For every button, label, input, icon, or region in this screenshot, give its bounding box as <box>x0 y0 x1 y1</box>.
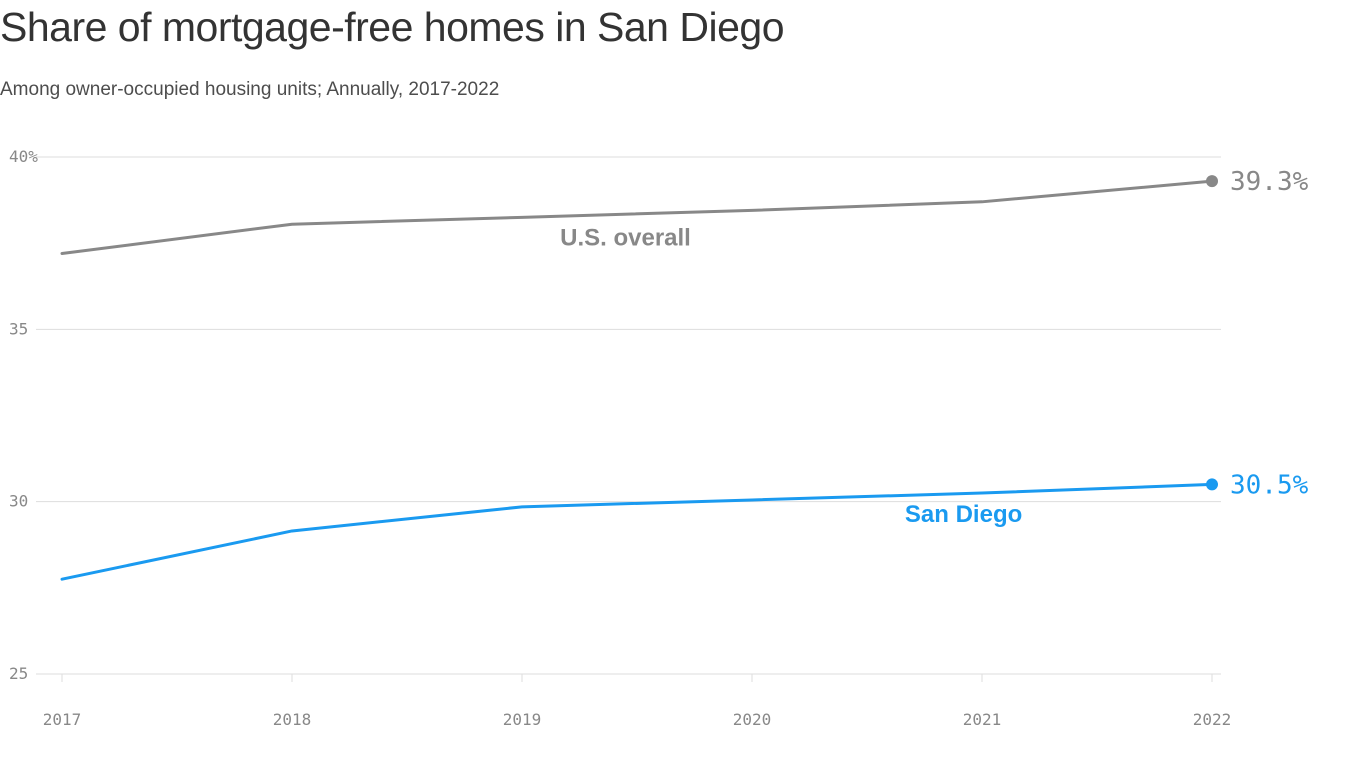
x-tick-label: 2021 <box>963 710 1002 729</box>
end-value-label-san-diego: 30.5% <box>1230 470 1309 500</box>
chart-subtitle: Among owner-occupied housing units; Annu… <box>0 79 500 100</box>
chart-title: Share of mortgage-free homes in San Dieg… <box>0 4 785 50</box>
endpoint-marker-san-diego <box>1206 478 1218 491</box>
grid-layer <box>36 156 1221 675</box>
x-tick-label: 2020 <box>733 710 772 729</box>
y-tick-label: 25 <box>9 664 28 683</box>
x-tick-label: 2017 <box>43 710 82 729</box>
x-tick-label: 2022 <box>1193 710 1232 729</box>
series-line-san-diego <box>60 482 1214 581</box>
y-tick-label: 30 <box>9 492 28 511</box>
y-tick-label: 35 <box>9 319 28 338</box>
endpoint-marker-u-s-overall <box>1206 175 1218 188</box>
end-value-label-u-s-overall: 39.3% <box>1230 167 1309 197</box>
label-layer: 39.3% U.S. overall 30.5% San Diego <box>560 167 1308 528</box>
x-tick-label: 2018 <box>273 710 312 729</box>
series-label-san-diego: San Diego <box>905 501 1022 528</box>
axis-layer: 25 30 35 40% 2017 2018 2019 2020 2021 2022 <box>9 147 1231 729</box>
series-label-u-s-overall: U.S. overall <box>560 224 691 251</box>
y-tick-label: 40% <box>9 147 38 166</box>
x-tick-label: 2019 <box>503 710 542 729</box>
series-layer <box>60 175 1218 581</box>
series-line-u-s-overall <box>60 179 1214 256</box>
